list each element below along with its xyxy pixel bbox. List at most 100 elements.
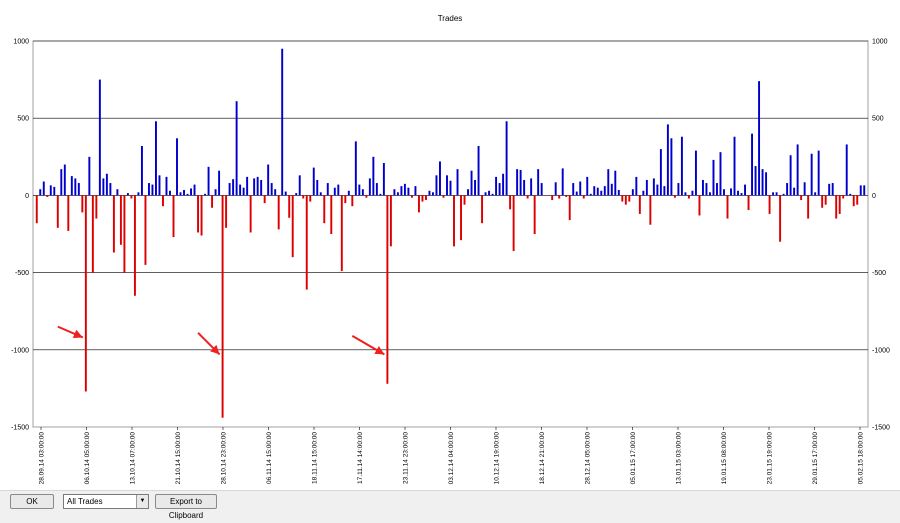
- bar: [810, 153, 813, 196]
- bar: [779, 195, 782, 242]
- x-tick-label: 13.01.15 03:00:00: [676, 432, 683, 485]
- bar: [565, 195, 568, 197]
- bar: [523, 179, 526, 196]
- bar: [638, 195, 641, 214]
- bar: [95, 195, 98, 219]
- bar: [614, 170, 617, 196]
- export-to-clipboard-button[interactable]: Export to Clipboard: [155, 494, 217, 520]
- chart-area: Trades 1000 1000 500 500 0 0 -500 -500 -1000 -1000…: [0, 0, 900, 490]
- bar: [344, 195, 347, 204]
- bar: [740, 193, 743, 196]
- bar: [477, 145, 480, 196]
- x-tick-label: 28.09.14 03:00:00: [39, 432, 46, 485]
- x-tick-label: 17.11.14 14:00:00: [357, 432, 364, 484]
- bar: [228, 183, 231, 196]
- bar: [596, 187, 599, 196]
- bar: [256, 176, 259, 196]
- bar: [211, 195, 214, 208]
- bar: [137, 192, 140, 196]
- bar: [207, 166, 210, 196]
- bar: [460, 195, 462, 241]
- bar: [386, 195, 389, 384]
- trade-filter-select[interactable]: All Trades ▼: [63, 494, 149, 509]
- bar: [151, 184, 154, 196]
- bar: [204, 193, 207, 196]
- bar: [316, 179, 319, 196]
- bar: [554, 182, 557, 196]
- bar: [98, 79, 101, 196]
- bar: [673, 195, 676, 198]
- bar: [302, 195, 305, 199]
- bar: [235, 101, 238, 196]
- bar: [288, 195, 291, 218]
- bar: [270, 183, 273, 196]
- bar: [351, 195, 354, 207]
- x-tick-label: 19.01.15 08:00:00: [721, 432, 728, 485]
- bar: [845, 144, 848, 196]
- bar: [610, 183, 613, 196]
- bar: [593, 186, 596, 196]
- bar: [761, 169, 764, 196]
- bar: [617, 189, 620, 196]
- bar: [389, 195, 392, 247]
- bar: [628, 195, 631, 202]
- bar: [821, 195, 824, 208]
- bar: [165, 176, 168, 196]
- bar: [835, 195, 838, 219]
- chevron-down-icon[interactable]: ▼: [136, 495, 148, 508]
- bar: [414, 186, 417, 196]
- x-tick-label: 06.11.14 15:00:00: [266, 432, 273, 484]
- bar: [179, 192, 182, 196]
- bar: [589, 193, 592, 196]
- bar: [712, 159, 715, 196]
- bar: [379, 193, 382, 196]
- bar: [754, 166, 757, 196]
- bar: [670, 138, 673, 196]
- x-tick-label: 21.10.14 15:00:00: [175, 432, 182, 485]
- x-tick-label: 23.11.14 23:00:00: [403, 432, 410, 484]
- bar: [831, 183, 834, 196]
- bar: [814, 192, 817, 196]
- bar: [481, 195, 484, 224]
- y-tick-label-left: -1500: [11, 425, 29, 432]
- bar: [123, 195, 126, 273]
- bar: [775, 192, 778, 196]
- bar: [417, 195, 420, 213]
- bar: [621, 195, 624, 202]
- bar: [470, 170, 473, 196]
- bar: [730, 188, 732, 196]
- ok-button[interactable]: OK: [10, 494, 54, 509]
- y-tick-label-right: -500: [872, 270, 886, 277]
- chart-title: Trades: [438, 14, 463, 23]
- bar: [263, 195, 266, 204]
- x-tick-label: 05.01.15 17:00:00: [630, 432, 637, 485]
- bar: [677, 183, 680, 196]
- bar: [723, 189, 725, 196]
- bar: [666, 124, 669, 196]
- bar: [519, 169, 522, 196]
- x-tick-label: 13.10.14 07:00:00: [130, 432, 137, 485]
- bar: [642, 190, 645, 196]
- bar: [659, 149, 662, 196]
- bar: [561, 168, 564, 196]
- bar: [162, 195, 164, 207]
- bar: [575, 191, 578, 196]
- bar: [260, 179, 263, 196]
- bar: [600, 190, 603, 196]
- bar: [60, 169, 63, 196]
- bar: [281, 48, 284, 196]
- bar: [772, 192, 775, 196]
- bar: [298, 175, 301, 196]
- bar: [116, 189, 119, 196]
- bar: [323, 195, 326, 224]
- y-tick-label-right: 0: [872, 193, 876, 200]
- bar: [326, 183, 329, 196]
- bar: [568, 195, 571, 221]
- bar: [305, 195, 308, 290]
- bar: [719, 152, 722, 196]
- bar: [726, 195, 729, 219]
- bar: [768, 195, 771, 214]
- bar: [467, 189, 469, 196]
- y-tick-label-left: -500: [15, 270, 29, 277]
- bar: [109, 183, 112, 196]
